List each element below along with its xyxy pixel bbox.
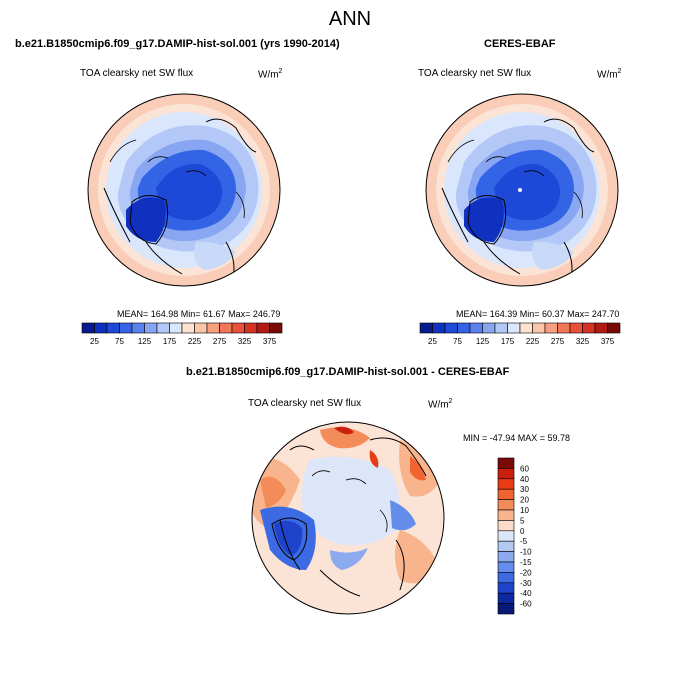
panel1-colorbar-box xyxy=(169,322,183,334)
panel1-colorbar-box xyxy=(131,322,145,334)
panel2-colorbar-label: 75 xyxy=(453,337,462,346)
panel2-stats: MEAN= 164.39 Min= 60.37 Max= 247.70 xyxy=(456,309,620,319)
panel2-colorbar-label: 125 xyxy=(476,337,490,346)
panel2-colorbar-box xyxy=(469,322,483,334)
panel2-colorbar-box xyxy=(594,322,608,334)
panel3-colorbar-label: -15 xyxy=(520,558,532,567)
panel2-colorbar-box xyxy=(482,322,496,334)
panel1-stats: MEAN= 164.98 Min= 61.67 Max= 246.79 xyxy=(117,309,281,319)
panel3-colorbar-label: -20 xyxy=(520,568,532,577)
panel3-colorbar-box xyxy=(497,530,515,542)
panel1-colorbar-box xyxy=(269,322,283,334)
panel3-colorbar-label: 0 xyxy=(520,527,525,536)
panel1-colorbar-label: 125 xyxy=(138,337,152,346)
panel2-colorbar-label: 225 xyxy=(526,337,540,346)
panel2-colorbar-box xyxy=(507,322,521,334)
panel2-case-title: CERES-EBAF xyxy=(484,38,556,50)
panel1-colorbar-box xyxy=(256,322,270,334)
panel1-colorbar-label: 275 xyxy=(213,337,227,346)
panel3-colorbar-box xyxy=(497,499,515,511)
panel1-polar-map xyxy=(87,93,281,287)
panel3-colorbar-box xyxy=(497,572,515,584)
figure-title: ANN xyxy=(328,8,372,30)
panel2-colorbar-box xyxy=(544,322,558,334)
panel1-colorbar-box xyxy=(231,322,245,334)
panel1-colorbar-box xyxy=(119,322,133,334)
panel2-colorbar-box xyxy=(494,322,508,334)
panel1-colorbar-box xyxy=(206,322,220,334)
panel2-colorbar-box xyxy=(457,322,471,334)
panel3-colorbar-label: -60 xyxy=(520,600,532,609)
panel3-colorbar-label: 30 xyxy=(520,485,529,494)
panel2-units: W/m2 xyxy=(597,68,622,81)
panel1-colorbar-box xyxy=(181,322,195,334)
panel3-colorbar-label: -30 xyxy=(520,579,532,588)
panel3-colorbar-label: 5 xyxy=(520,516,525,525)
panel2-colorbar-label: 275 xyxy=(551,337,565,346)
panel1-colorbar-box xyxy=(94,322,108,334)
panel1-colorbar-box xyxy=(219,322,233,334)
panel2-colorbar-box xyxy=(444,322,458,334)
panel1-colorbar-box xyxy=(144,322,158,334)
panel3-colorbar-label: 20 xyxy=(520,496,529,505)
panel1-units: W/m2 xyxy=(258,68,283,81)
panel3-colorbar-box xyxy=(497,520,515,532)
panel1-colorbar: 25 75 125 175 225 275 325 375 xyxy=(81,322,283,346)
panel2-colorbar-box xyxy=(557,322,571,334)
panel2-colorbar-box xyxy=(607,322,621,334)
panel2-polar-map xyxy=(425,93,619,287)
panel3-colorbar-box xyxy=(497,468,515,480)
panel2-colorbar-label: 25 xyxy=(428,337,437,346)
panel2-colorbar-box xyxy=(432,322,446,334)
panel1-colorbar-box xyxy=(106,322,120,334)
panel3-difference-map xyxy=(251,421,445,615)
panel1-colorbar-box xyxy=(244,322,258,334)
panel1-colorbar-label: 25 xyxy=(90,337,99,346)
panel3-colorbar-label: 60 xyxy=(520,464,529,473)
panel2-variable-label: TOA clearsky net SW flux xyxy=(418,68,532,79)
panel3-colorbar-box xyxy=(497,509,515,521)
panel3-case-title: b.e21.B1850cmip6.f09_g17.DAMIP-hist-sol.… xyxy=(186,366,510,378)
panel3-colorbar-label: -40 xyxy=(520,589,532,598)
panel2-colorbar-box xyxy=(569,322,583,334)
panel3-colorbar-box xyxy=(497,582,515,594)
panel3-variable-label: TOA clearsky net SW flux xyxy=(248,398,362,409)
panel2-colorbar-label: 175 xyxy=(501,337,515,346)
panel2-colorbar-label: 375 xyxy=(601,337,615,346)
panel3-colorbar-box xyxy=(497,457,515,469)
panel1-colorbar-label: 325 xyxy=(238,337,252,346)
panel3-colorbar-label: -5 xyxy=(520,537,528,546)
panel3-colorbar-label: -10 xyxy=(520,548,532,557)
panel1-colorbar-box xyxy=(156,322,170,334)
panel1-colorbar-box xyxy=(194,322,208,334)
panel3-colorbar-box xyxy=(497,478,515,490)
panel3-units: W/m2 xyxy=(428,398,453,411)
panel2-colorbar-box xyxy=(419,322,433,334)
panel3-colorbar-label: 40 xyxy=(520,475,529,484)
panel1-colorbar-box xyxy=(81,322,95,334)
panel2-colorbar-box xyxy=(532,322,546,334)
panel3-colorbar-box xyxy=(497,540,515,552)
panel3-colorbar-box xyxy=(497,603,515,615)
panel1-colorbar-label: 75 xyxy=(115,337,124,346)
panel1-colorbar-label: 375 xyxy=(263,337,277,346)
panel2-colorbar-box xyxy=(582,322,596,334)
panel1-case-title: b.e21.B1850cmip6.f09_g17.DAMIP-hist-sol.… xyxy=(15,38,340,50)
panel3-colorbar-box xyxy=(497,592,515,604)
panel1-variable-label: TOA clearsky net SW flux xyxy=(80,68,194,79)
panel3-colorbar-box xyxy=(497,551,515,563)
panel3-stats: MIN = -47.94 MAX = 59.78 xyxy=(463,433,571,443)
panel1-colorbar-label: 175 xyxy=(163,337,177,346)
panel2-colorbar: 25 75 125 175 225 275 325 375 xyxy=(419,322,621,346)
panel3-colorbar-box xyxy=(497,488,515,500)
panel1-colorbar-label: 225 xyxy=(188,337,202,346)
panel2-colorbar-box xyxy=(519,322,533,334)
panel3-colorbar-label: 10 xyxy=(520,506,529,515)
panel2-colorbar-label: 325 xyxy=(576,337,590,346)
panel3-colorbar-box xyxy=(497,561,515,573)
